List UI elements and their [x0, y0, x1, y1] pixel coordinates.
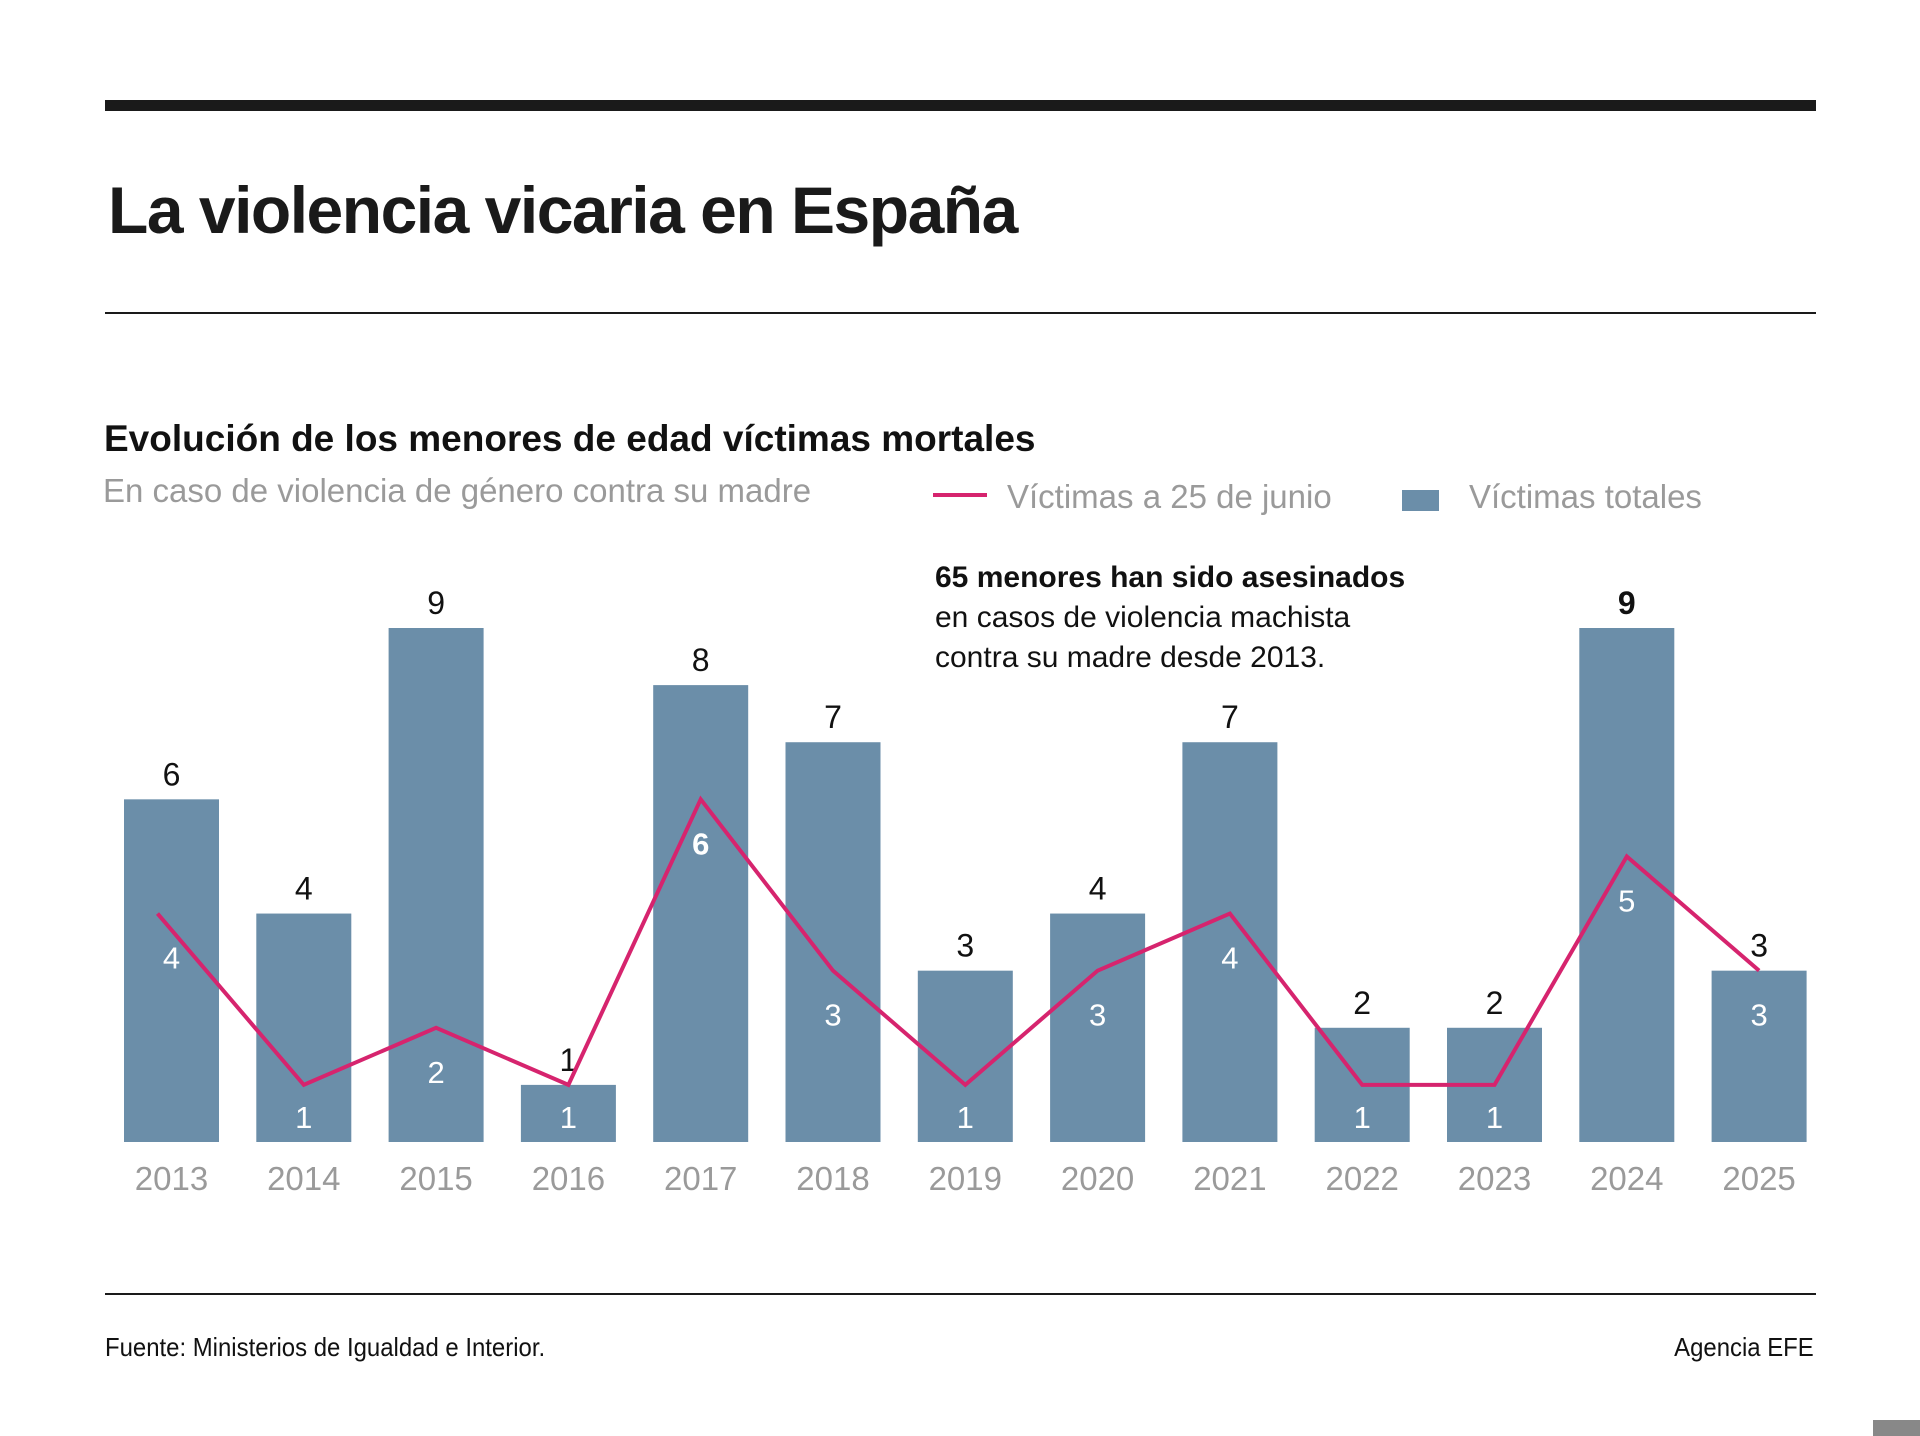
x-tick-label: 2015 [399, 1160, 472, 1197]
chart-title: Evolución de los menores de edad víctima… [104, 418, 1036, 459]
line-value-label: 3 [824, 998, 841, 1033]
bar-2017 [653, 685, 749, 1142]
x-tick-label: 2018 [796, 1160, 869, 1197]
line-value-label: 2 [427, 1055, 444, 1090]
line-value-label: 3 [1089, 998, 1106, 1033]
x-tick-label: 2022 [1325, 1160, 1398, 1197]
bar-value-label: 9 [1618, 585, 1636, 621]
line-value-label: 1 [560, 1100, 577, 1135]
bar-value-label: 8 [692, 642, 710, 678]
corner-block [1873, 1420, 1920, 1436]
top-rule [105, 100, 1816, 111]
line-value-label: 1 [957, 1100, 974, 1135]
x-tick-label: 2017 [664, 1160, 737, 1197]
line-series [155, 795, 1761, 1088]
bar-value-label: 2 [1486, 985, 1504, 1021]
legend-line-swatch [933, 493, 987, 497]
bar-2015 [388, 628, 484, 1142]
line-value-label: 1 [295, 1100, 312, 1135]
bar-value-label: 1 [560, 1042, 578, 1078]
bar-2014 [256, 913, 352, 1142]
bar-value-label: 9 [427, 585, 445, 621]
line-value-label: 4 [163, 941, 180, 976]
credit: Agencia EFE [1674, 1332, 1814, 1362]
x-tick-label: 2013 [135, 1160, 208, 1197]
bar-value-label: 3 [1750, 928, 1768, 964]
x-tick-label: 2016 [532, 1160, 605, 1197]
bar-2018 [785, 742, 881, 1142]
footer-divider [105, 1293, 1816, 1295]
legend-bar-swatch [1402, 490, 1439, 511]
line-value-label: 6 [692, 826, 709, 861]
annotation-line: contra su madre desde 2013. [935, 641, 1326, 674]
bar-2013 [124, 799, 219, 1142]
x-tick-label: 2019 [929, 1160, 1002, 1197]
bar-2025 [1711, 970, 1807, 1142]
chart-subtitle: En caso de violencia de género contra su… [103, 472, 812, 509]
line-value-label: 1 [1486, 1100, 1503, 1135]
bar-value-label: 4 [1089, 871, 1107, 907]
bar-value-label: 7 [1221, 699, 1239, 735]
legend-line-label: Víctimas a 25 de junio [1007, 478, 1332, 515]
x-tick-label: 2021 [1193, 1160, 1266, 1197]
bar-2021 [1182, 742, 1278, 1142]
annotation-bold: 65 menores han sido asesinados [935, 561, 1406, 594]
line-value-label: 1 [1354, 1100, 1371, 1135]
bar-2016 [520, 1084, 616, 1142]
x-tick-label: 2025 [1722, 1160, 1795, 1197]
x-tick-label: 2020 [1061, 1160, 1134, 1197]
line-value-label: 4 [1221, 941, 1238, 976]
legend-bar-label: Víctimas totales [1469, 478, 1702, 515]
bar-value-label: 6 [163, 756, 181, 792]
x-tick-label: 2024 [1590, 1160, 1663, 1197]
title-divider [105, 312, 1816, 314]
chart-annotation: 65 menores han sido asesinados en casos … [935, 558, 1405, 678]
line-value-label: 3 [1750, 998, 1767, 1033]
bar-value-label: 7 [824, 699, 842, 735]
bar-2020 [1050, 913, 1146, 1142]
bar-value-label: 4 [295, 871, 313, 907]
bar-value-label: 2 [1353, 985, 1371, 1021]
annotation-line: en casos de violencia machista [935, 601, 1351, 634]
bar-value-label: 3 [956, 928, 974, 964]
x-tick-label: 2023 [1458, 1160, 1531, 1197]
x-tick-label: 2014 [267, 1160, 340, 1197]
source-note: Fuente: Ministerios de Igualdad e Interi… [105, 1332, 546, 1362]
line-value-label: 5 [1618, 883, 1635, 918]
page-title: La violencia vicaria en España [108, 173, 1018, 247]
